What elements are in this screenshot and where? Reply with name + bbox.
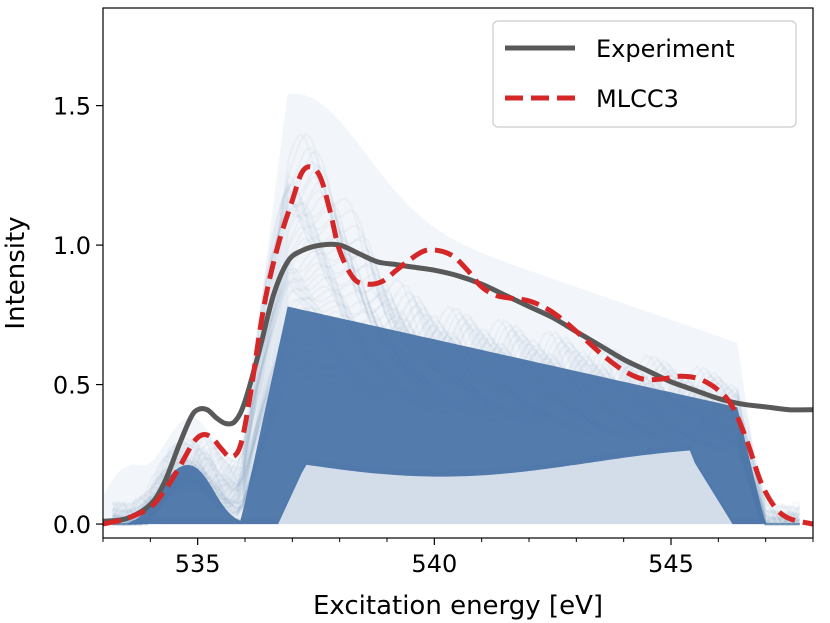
- x-tick-label: 540: [411, 550, 457, 578]
- y-tick-label: 0.0: [53, 511, 91, 539]
- y-tick-label: 1.5: [53, 93, 91, 121]
- ensemble-lower: [126, 444, 766, 525]
- y-tick-label: 0.5: [53, 372, 91, 400]
- y-axis: 0.0 0.5 1.0 1.5: [53, 93, 103, 539]
- series-layer: [103, 164, 813, 527]
- ensemble-band: [103, 93, 813, 527]
- series-mlcc3-line: [103, 164, 813, 527]
- legend-experiment-label: Experiment: [596, 35, 735, 63]
- x-tick-label: 535: [175, 550, 221, 578]
- x-axis-label: Excitation energy [eV]: [313, 591, 603, 621]
- ensemble-core: [126, 306, 766, 525]
- y-tick-label: 1.0: [53, 232, 91, 260]
- y-axis-label: Intensity: [1, 216, 31, 329]
- legend: Experiment MLCC3: [492, 20, 797, 128]
- plot-frame: [102, 7, 814, 539]
- legend-mlcc3-label: MLCC3: [596, 85, 679, 113]
- x-tick-label: 545: [648, 550, 694, 578]
- x-axis: 535 540 545: [102, 538, 814, 578]
